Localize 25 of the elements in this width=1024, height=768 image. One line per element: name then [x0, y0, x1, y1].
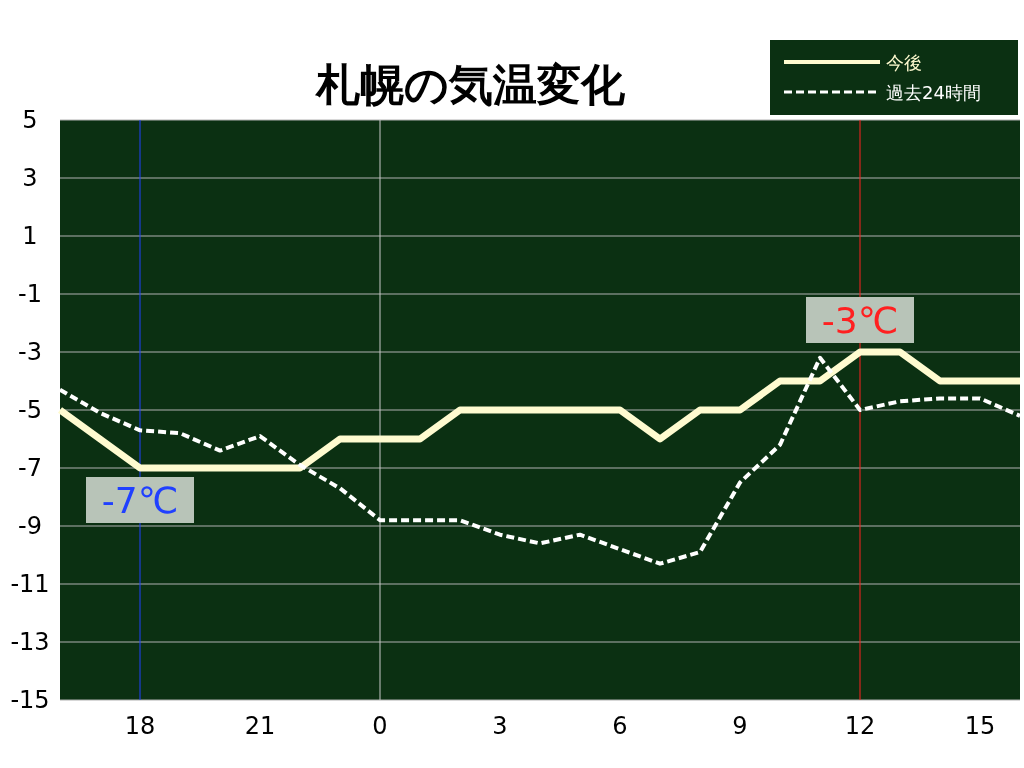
y-tick-label: 3 — [22, 164, 38, 192]
x-tick-label: 12 — [844, 712, 876, 740]
text: 今後 — [886, 51, 922, 73]
annotation: -7℃ — [101, 479, 179, 521]
x-tick-label: 0 — [372, 712, 388, 740]
x-tick-label: 6 — [612, 712, 628, 740]
x-tick-label: 3 — [492, 712, 508, 740]
annotation: -3℃ — [821, 299, 899, 341]
x-tick-label: 15 — [964, 712, 996, 740]
y-tick-label: 5 — [22, 106, 38, 134]
y-tick-label: -5 — [18, 396, 42, 424]
x-tick-label: 21 — [244, 712, 276, 740]
line-series — [58, 355, 1022, 566]
y-tick-label: -3 — [18, 338, 42, 366]
y-tick-label: -7 — [18, 454, 42, 482]
text: 過去24時間 — [886, 81, 981, 103]
x-tick-label: 18 — [124, 712, 156, 740]
x-tick-label: 9 — [732, 712, 748, 740]
y-tick-label: -15 — [10, 686, 50, 714]
y-tick-label: -11 — [10, 570, 50, 598]
chart-title: 札幌の気温変化 — [313, 59, 626, 110]
y-tick-label: -13 — [10, 628, 50, 656]
y-tick-label: -9 — [18, 512, 42, 540]
y-tick-label: 1 — [22, 222, 38, 250]
y-tick-label: -1 — [18, 280, 42, 308]
